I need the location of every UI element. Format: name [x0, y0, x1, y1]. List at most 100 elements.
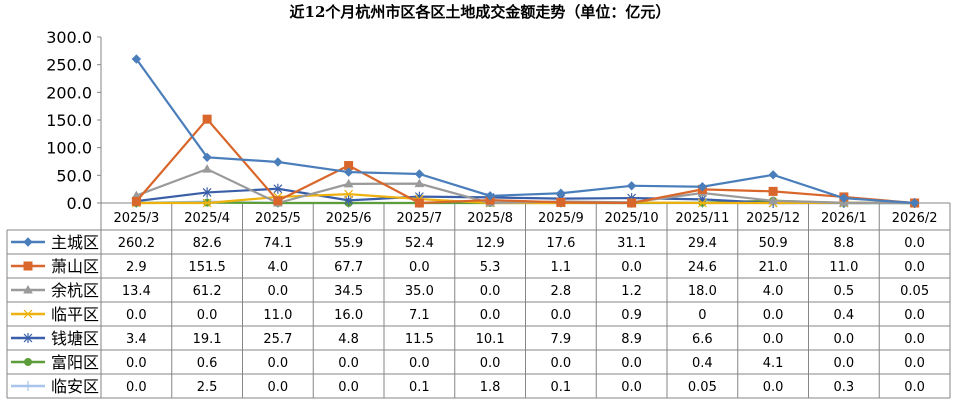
data-label: 0.9 — [621, 308, 642, 323]
data-point — [202, 114, 212, 124]
data-label: 4.0 — [763, 284, 784, 299]
data-label: 17.6 — [546, 236, 575, 251]
data-label: 35.0 — [405, 284, 434, 299]
data-label: 0.0 — [904, 236, 925, 251]
data-point — [414, 178, 425, 188]
data-table: 2025/3 2025/4 2025/5 2025/6 2025/7 2025/8 2025… — [6, 202, 951, 399]
data-label: 0.0 — [904, 380, 925, 395]
data-label: 151.5 — [189, 260, 226, 275]
y-tick-label: 50.0 — [56, 166, 92, 185]
data-label: 0.5 — [834, 284, 855, 299]
y-tick-label: 150.0 — [46, 111, 92, 130]
data-point — [485, 191, 495, 201]
data-point — [768, 170, 778, 180]
data-label: 2.9 — [126, 260, 147, 275]
data-label: 21.0 — [759, 260, 788, 275]
x-category-label: 2025/4 — [184, 211, 230, 226]
data-label: 0.0 — [904, 332, 925, 347]
data-label: 0.0 — [763, 308, 784, 323]
data-label: 4.8 — [338, 332, 359, 347]
data-label: 10.1 — [476, 332, 505, 347]
data-label: 55.9 — [334, 236, 363, 251]
data-point — [414, 169, 425, 179]
data-point — [626, 181, 637, 191]
y-tick-label: 0.0 — [67, 194, 92, 213]
legend-label: 余杭区 — [51, 281, 99, 300]
data-label: 0.0 — [480, 284, 501, 299]
data-label: 0.1 — [551, 380, 572, 395]
legend-key-6 — [11, 358, 45, 366]
legend-marker — [23, 381, 33, 391]
data-label: 0.05 — [900, 284, 929, 299]
data-point — [839, 193, 849, 203]
data-label: 0.0 — [409, 356, 430, 371]
y-tick-label: 100.0 — [46, 139, 92, 158]
data-label: 0.3 — [834, 380, 855, 395]
data-point — [556, 197, 566, 207]
data-label: 11.0 — [829, 260, 858, 275]
data-label: 18.0 — [688, 284, 717, 299]
data-label: 0.0 — [197, 308, 218, 323]
data-point — [131, 54, 142, 64]
data-point — [131, 196, 141, 206]
data-point — [273, 157, 283, 167]
data-label: 67.7 — [334, 260, 363, 275]
data-label: 7.9 — [551, 332, 572, 347]
legend-label: 富阳区 — [51, 353, 99, 372]
data-label: 1.2 — [621, 284, 642, 299]
data-label: 0.0 — [126, 356, 147, 371]
data-label: 0.0 — [338, 380, 359, 395]
data-label: 2.8 — [551, 284, 572, 299]
legend-label: 临安区 — [51, 377, 99, 396]
data-point — [768, 195, 778, 205]
legend-label: 萧山区 — [51, 257, 99, 276]
x-category-label: 2026/2 — [892, 211, 938, 226]
data-label: 0.0 — [621, 380, 642, 395]
data-label: 25.7 — [263, 332, 292, 347]
data-label: 24.6 — [688, 260, 717, 275]
legend-label: 主城区 — [51, 233, 99, 252]
legend-label: 钱塘区 — [51, 329, 99, 348]
data-label: 0.6 — [197, 356, 218, 371]
series-lines — [131, 54, 920, 208]
data-point — [202, 152, 212, 163]
data-label: 8.9 — [621, 332, 642, 347]
data-point — [202, 187, 212, 198]
data-label: 0.0 — [621, 260, 642, 275]
data-label: 0.0 — [480, 356, 501, 371]
data-point — [414, 198, 424, 208]
data-label: 7.1 — [409, 308, 430, 323]
data-label: 0.4 — [834, 308, 855, 323]
legend-key-1 — [11, 237, 45, 247]
x-category-label: 2025/10 — [605, 211, 659, 226]
series-line — [135, 58, 915, 205]
data-point — [202, 164, 212, 173]
legend-marker — [23, 237, 33, 247]
legend-key-7 — [11, 381, 45, 391]
data-label: 0.0 — [834, 332, 855, 347]
x-category-label: 2025/5 — [255, 211, 301, 226]
data-point — [343, 167, 354, 177]
x-category-label: 2026/1 — [821, 211, 867, 226]
legend-marker — [23, 333, 33, 343]
data-label: 19.1 — [193, 332, 222, 347]
data-label: 8.8 — [834, 236, 855, 251]
data-point — [768, 186, 778, 196]
legend-key-2 — [11, 261, 45, 271]
data-label: 34.5 — [334, 284, 363, 299]
data-label: 1.8 — [480, 380, 501, 395]
legend-marker — [23, 309, 33, 319]
data-label: 0.1 — [409, 380, 430, 395]
data-label: 0.0 — [904, 356, 925, 371]
data-label: 0.0 — [338, 356, 359, 371]
data-label: 74.1 — [263, 236, 292, 251]
data-point — [556, 188, 566, 198]
data-point — [202, 198, 212, 208]
data-label: 0.0 — [480, 308, 501, 323]
chart-title: 近12个月杭州市区各区土地成交金额走势（单位：亿元） — [290, 3, 671, 21]
data-label: 11.0 — [263, 308, 292, 323]
data-label: 82.6 — [193, 236, 222, 251]
data-label: 0.0 — [763, 380, 784, 395]
